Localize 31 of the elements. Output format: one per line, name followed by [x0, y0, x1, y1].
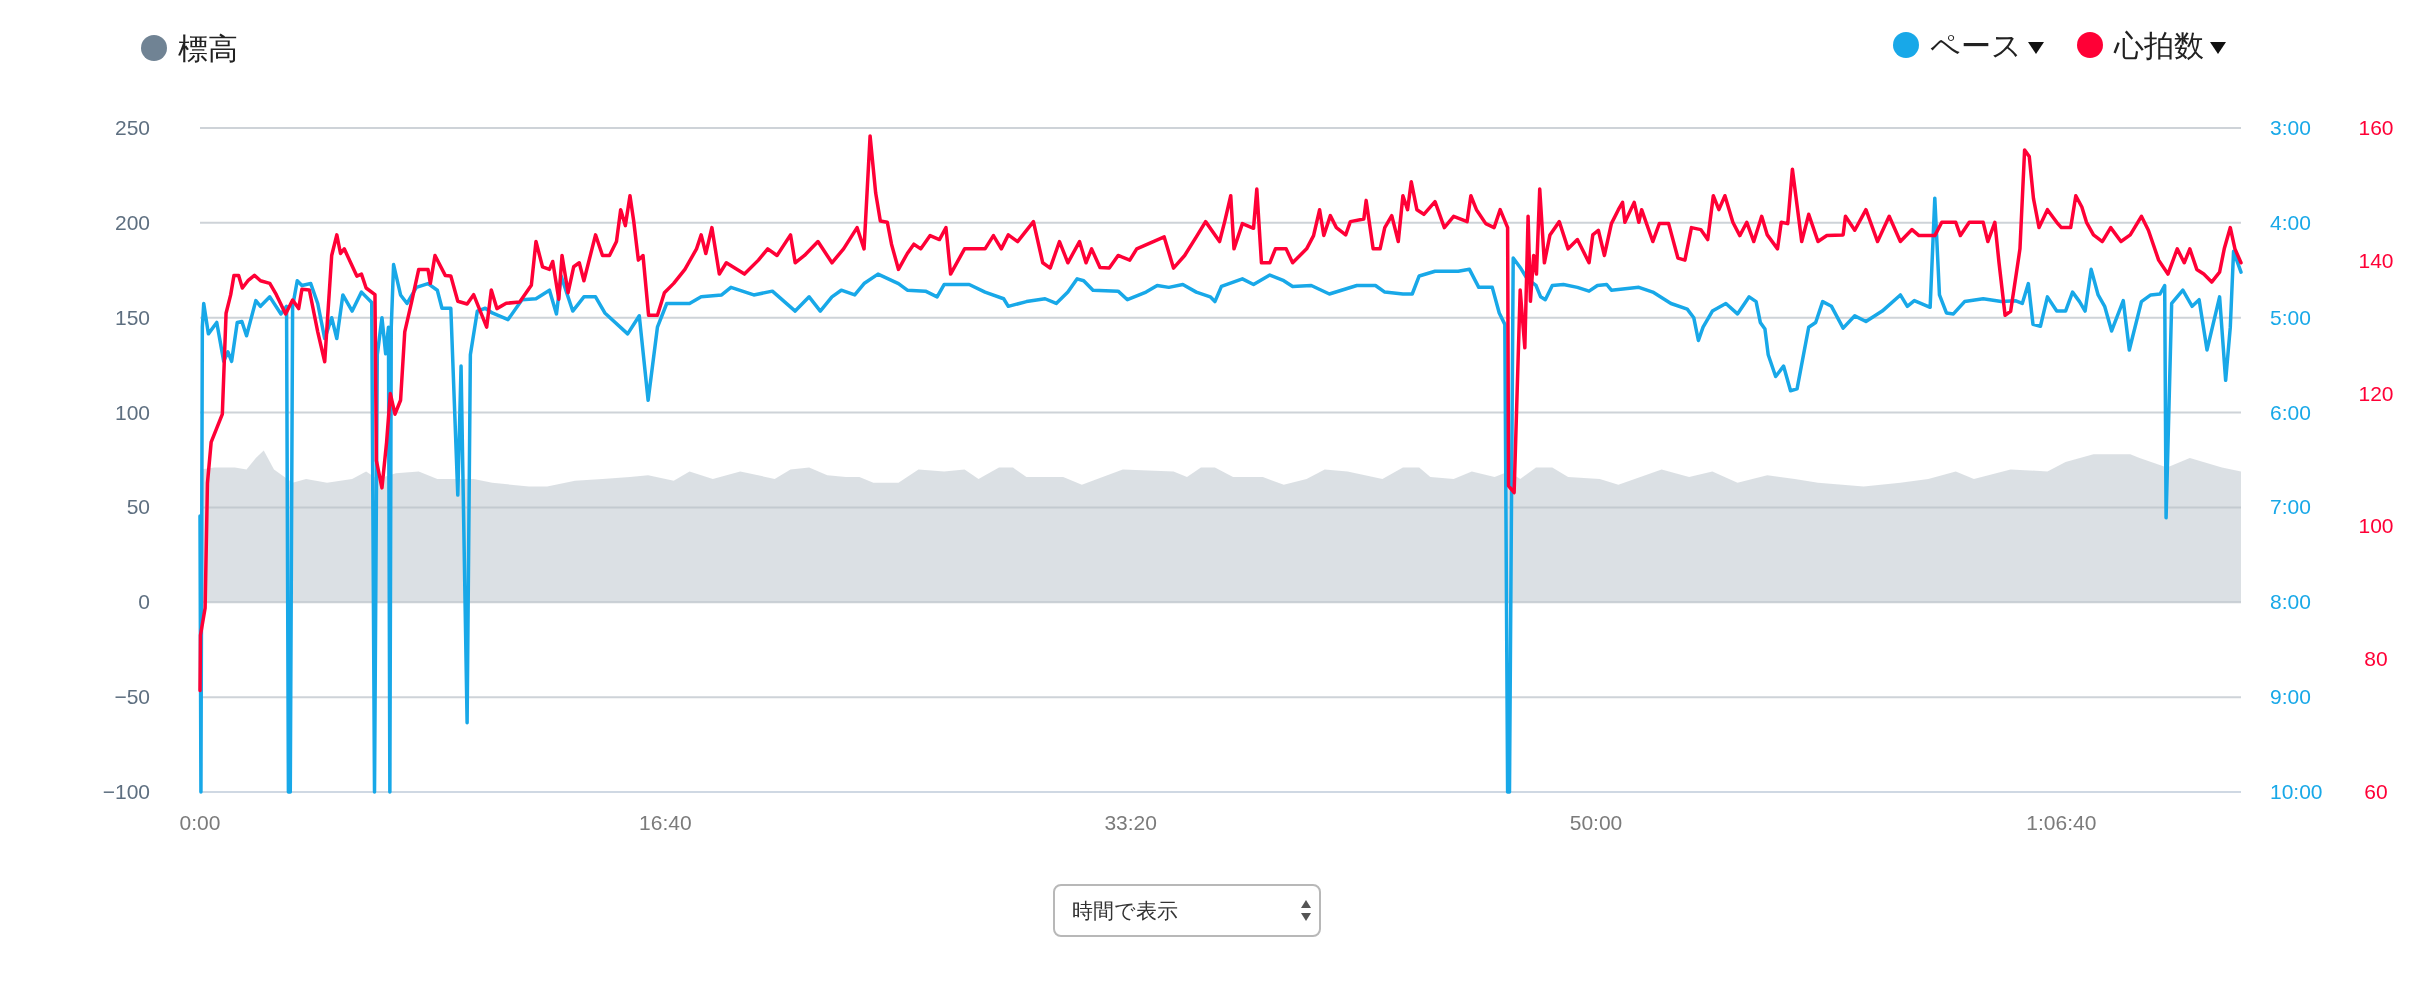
y3-tick-label: 100 — [2358, 514, 2394, 538]
y-tick-label: −50 — [114, 685, 150, 709]
y2-tick-label: 4:00 — [2270, 210, 2311, 234]
x-tick-label: 50:00 — [1569, 811, 1623, 834]
y-tick-label: −100 — [102, 780, 150, 803]
y-tick-label: 0 — [138, 590, 150, 614]
y-tick-label: 250 — [114, 116, 150, 139]
y3-tick-label: 140 — [2358, 248, 2394, 272]
y3-tick-label: 120 — [2358, 381, 2394, 405]
y2-tick-label: 7:00 — [2270, 495, 2311, 519]
y-tick-label: 150 — [114, 305, 150, 329]
y2-tick-label: 8:00 — [2270, 590, 2311, 614]
control-select: 時間で表示 — [1053, 884, 1321, 937]
y2-tick-label: 3:00 — [2270, 116, 2311, 139]
x-tick-label: 1:06:40 — [2026, 811, 2097, 834]
y-tick-label: 50 — [126, 495, 150, 519]
y3-tick-label: 160 — [2358, 116, 2394, 139]
x-tick-label: 0:00 — [179, 811, 221, 834]
x-tick-label: 33:20 — [1104, 811, 1157, 834]
legend-label: 標高 — [178, 32, 238, 65]
y2-tick-label: 5:00 — [2270, 305, 2311, 329]
y-tick-label: 200 — [114, 210, 150, 234]
y2-tick-label: 6:00 — [2270, 400, 2311, 424]
y3-tick-label: 80 — [2364, 647, 2388, 671]
y2-tick-label: 9:00 — [2270, 685, 2311, 709]
x-tick-label: 16:40 — [639, 811, 692, 834]
y-tick-label: 100 — [114, 400, 150, 424]
y2-tick-label: 10:00 — [2270, 780, 2323, 803]
y3-tick-label: 60 — [2364, 780, 2388, 803]
legend-label: ペース — [1930, 29, 2022, 62]
legend-label: 心拍数 — [2113, 29, 2204, 62]
